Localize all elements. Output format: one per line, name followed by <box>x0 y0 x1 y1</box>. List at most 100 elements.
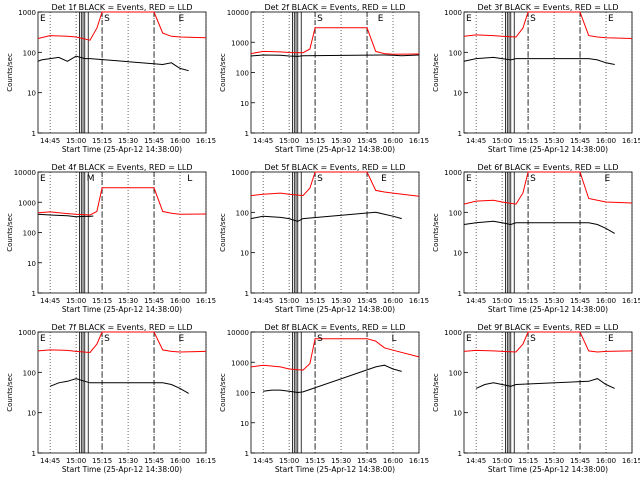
y-tick-label: 100 <box>236 390 249 398</box>
series-events <box>463 56 615 65</box>
x-tick-label: 15:15 <box>305 457 325 465</box>
x-tick-label: 16:00 <box>170 137 190 145</box>
y-tick-label: 1 <box>245 450 249 458</box>
x-tick-label: 15:30 <box>331 297 351 305</box>
x-tick-label: 15:15 <box>92 137 112 145</box>
series-lld <box>463 11 633 39</box>
x-axis-label: Start Time (25-Apr-12 14:38:00) <box>275 145 395 154</box>
y-tick-label: 100 <box>449 209 462 217</box>
series-lld <box>37 331 207 354</box>
series-lld <box>250 171 420 197</box>
panel-title: Det 1f BLACK = Events, RED = LLD <box>51 3 192 12</box>
marker-letter: E <box>608 334 614 344</box>
y-tick-label: 1000 <box>231 359 249 367</box>
x-tick-label: 15:45 <box>570 137 590 145</box>
series-events <box>49 378 189 394</box>
y-axis-label: Counts/sec <box>432 213 440 252</box>
x-tick-label: 15:15 <box>92 457 112 465</box>
x-tick-label: 15:30 <box>331 457 351 465</box>
x-tick-label: 15:00 <box>492 137 512 145</box>
plot-frame <box>463 331 633 454</box>
x-tick-label: 15:30 <box>544 137 564 145</box>
y-axis-label: Counts/sec <box>432 373 440 412</box>
series-events <box>250 54 420 57</box>
marker-letter: L <box>187 174 192 184</box>
x-tick-label: 15:00 <box>66 137 86 145</box>
y-tick-label: 1 <box>458 130 462 138</box>
y-tick-label: 100 <box>23 49 36 57</box>
panel-title: Det 5f BLACK = Events, RED = LLD <box>264 163 405 172</box>
x-tick-label: 15:15 <box>518 297 538 305</box>
x-tick-label: 15:45 <box>357 137 377 145</box>
series-events <box>37 55 189 72</box>
panel-6: Det 6f BLACK = Events, RED = LLD 14:45 15:… <box>432 163 640 314</box>
plot-frame <box>37 11 207 134</box>
x-tick-label: 15:15 <box>518 457 538 465</box>
series-lld <box>250 338 420 371</box>
panel-title: Det 2f BLACK = Events, RED = LLD <box>264 3 405 12</box>
x-tick-label: 15:30 <box>118 137 138 145</box>
marker-letter: S <box>530 174 536 184</box>
x-tick-label: 15:45 <box>144 457 164 465</box>
marker-letter: E <box>179 14 185 24</box>
y-tick-label: 10 <box>453 90 462 98</box>
panel-title: Det 8f BLACK = Events, RED = LLD <box>264 323 405 332</box>
marker-letter: E <box>608 14 614 24</box>
x-tick-label: 15:00 <box>66 297 86 305</box>
x-tick-label: 15:00 <box>492 297 512 305</box>
series-lld <box>37 187 207 216</box>
panel-9: Det 9f BLACK = Events, RED = LLD 14:45 15:… <box>432 323 640 474</box>
y-axis-label: Counts/sec <box>219 213 227 252</box>
x-tick-label: 15:00 <box>492 457 512 465</box>
y-axis-label: Counts/sec <box>219 53 227 92</box>
marker-letter: S <box>317 174 323 184</box>
x-tick-label: 14:45 <box>253 137 273 145</box>
y-tick-label: 1 <box>245 130 249 138</box>
y-tick-label: 100 <box>23 230 36 238</box>
y-tick-label: 100 <box>449 369 462 377</box>
panel-7: Det 7f BLACK = Events, RED = LLD 14:45 15:… <box>6 323 216 474</box>
x-tick-label: 15:30 <box>544 457 564 465</box>
x-tick-label: 15:45 <box>357 457 377 465</box>
marker-letter: S <box>317 334 323 344</box>
y-tick-label: 10 <box>27 410 36 418</box>
x-axis-label: Start Time (25-Apr-12 14:38:00) <box>275 305 395 314</box>
series-lld <box>37 11 207 41</box>
marker-letter: S <box>104 14 110 24</box>
y-tick-label: 1000 <box>18 9 36 17</box>
x-tick-label: 15:45 <box>144 297 164 305</box>
x-tick-label: 16:00 <box>383 457 403 465</box>
plot-frame <box>463 11 633 134</box>
x-tick-label: 15:30 <box>118 457 138 465</box>
plot-frame <box>463 171 633 294</box>
series-events <box>37 213 94 218</box>
y-tick-label: 10 <box>27 260 36 268</box>
series-lld <box>463 171 633 205</box>
y-axis-label: Counts/sec <box>6 53 14 92</box>
x-tick-label: 14:45 <box>40 457 60 465</box>
panel-title: Det 7f BLACK = Events, RED = LLD <box>51 323 192 332</box>
marker-letter: E <box>378 14 384 24</box>
series-events <box>263 364 402 394</box>
x-tick-label: 14:45 <box>253 457 273 465</box>
x-tick-label: 16:15 <box>409 457 429 465</box>
x-tick-label: 15:15 <box>305 137 325 145</box>
y-tick-label: 1 <box>458 290 462 298</box>
series-events <box>463 220 615 234</box>
marker-letter: E <box>40 174 46 184</box>
x-axis-label: Start Time (25-Apr-12 14:38:00) <box>62 465 182 474</box>
marker-letter: S <box>530 334 536 344</box>
y-tick-label: 10 <box>27 90 36 98</box>
y-tick-label: 10 <box>240 100 249 108</box>
y-tick-label: 1 <box>458 450 462 458</box>
x-tick-label: 16:00 <box>383 137 403 145</box>
panel-title: Det 3f BLACK = Events, RED = LLD <box>477 3 618 12</box>
y-tick-label: 1000 <box>18 329 36 337</box>
y-tick-label: 100 <box>23 369 36 377</box>
marker-letter: E <box>40 14 46 24</box>
marker-letter: E <box>179 334 185 344</box>
plot-frame <box>250 171 420 294</box>
y-tick-label: 10 <box>240 250 249 258</box>
x-axis-label: Start Time (25-Apr-12 14:38:00) <box>488 305 608 314</box>
